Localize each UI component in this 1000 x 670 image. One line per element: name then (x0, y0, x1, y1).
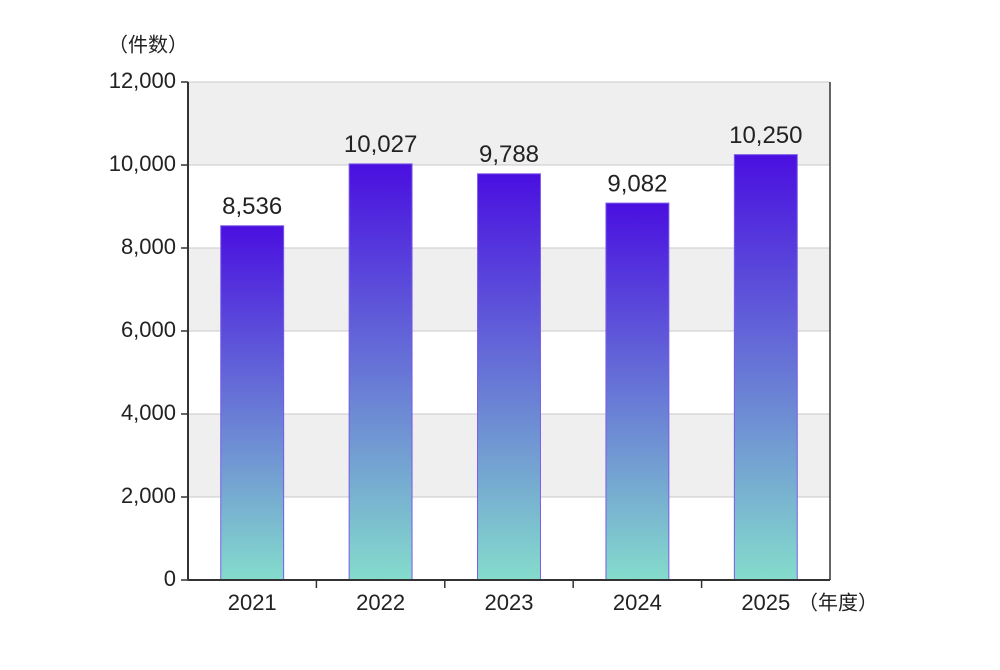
x-tick-label: 2022 (356, 590, 405, 615)
bar (220, 225, 285, 581)
value-label: 10,027 (344, 131, 417, 158)
x-tick-label: 2021 (228, 590, 277, 615)
y-tick-label: 0 (164, 566, 176, 591)
x-tick-label: 2025 (741, 590, 790, 615)
value-label: 9,788 (479, 141, 539, 168)
y-tick-label: 2,000 (121, 483, 176, 508)
x-axis-title: （年度） (798, 591, 878, 614)
y-tick-label: 10,000 (109, 151, 176, 176)
x-tick-label: 2024 (613, 590, 662, 615)
x-tick-label: 2023 (485, 590, 534, 615)
y-tick-label: 12,000 (109, 68, 176, 93)
y-tick-label: 6,000 (121, 317, 176, 342)
value-label: 9,082 (607, 170, 667, 197)
value-label: 8,536 (222, 193, 282, 220)
bar (605, 202, 670, 581)
value-label: 10,250 (729, 122, 802, 149)
grid-band (188, 82, 830, 165)
y-tick-label: 8,000 (121, 234, 176, 259)
y-tick-label: 4,000 (121, 400, 176, 425)
bar (733, 154, 798, 581)
bar (348, 163, 413, 581)
bar (477, 173, 541, 581)
y-axis-title: （件数） (108, 33, 188, 56)
